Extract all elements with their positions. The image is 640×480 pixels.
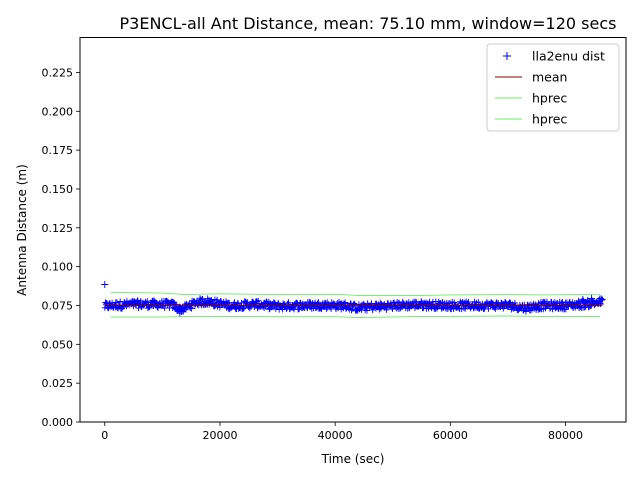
y-tick-label: 0.075	[42, 299, 74, 312]
x-tick-label: 20000	[202, 429, 237, 442]
x-tick-label: 60000	[433, 429, 468, 442]
y-tick-label: 0.150	[42, 183, 74, 196]
y-tick-label: 0.125	[42, 222, 74, 235]
y-tick-label: 0.100	[42, 261, 74, 274]
x-tick-label: 80000	[548, 429, 583, 442]
plot-content	[101, 281, 606, 319]
y-axis-label: Antenna Distance (m)	[15, 164, 29, 296]
plot-border	[79, 37, 627, 423]
legend-marker-scatter	[503, 52, 511, 60]
scatter-outlier	[101, 281, 109, 289]
legend-box	[486, 43, 620, 132]
y-tick-label: 0.175	[42, 144, 74, 157]
y-tick-label: 0.200	[42, 105, 74, 118]
legend-label: hprec	[532, 91, 567, 106]
y-tick-label: 0.050	[42, 338, 74, 351]
legend-label: mean	[532, 70, 567, 85]
y-tick-label: 0.025	[42, 377, 74, 390]
x-tick-label: 40000	[318, 429, 353, 442]
scatter-outlier	[579, 295, 587, 303]
legend-label: lla2enu dist	[532, 49, 605, 64]
hprec-line	[110, 291, 601, 296]
legend-label: hprec	[532, 112, 567, 127]
y-axis: 0.000 0.025 0.050 0.075 0.100 0.125 0.150 0.175…	[42, 66, 80, 429]
x-axis-label: Time (sec)	[321, 452, 385, 466]
x-tick-label: 0	[101, 429, 108, 442]
y-tick-label: 0.000	[42, 416, 74, 429]
y-tick-label: 0.225	[42, 66, 74, 79]
hprec-line	[110, 315, 601, 319]
scatter-outlier	[587, 294, 595, 302]
legend: lla2enu dist mean hprec hprec	[486, 43, 620, 132]
chart-title: P3ENCL-all Ant Distance, mean: 75.10 mm,…	[120, 14, 617, 33]
x-axis: 0 20000 40000 60000 80000	[101, 422, 583, 442]
